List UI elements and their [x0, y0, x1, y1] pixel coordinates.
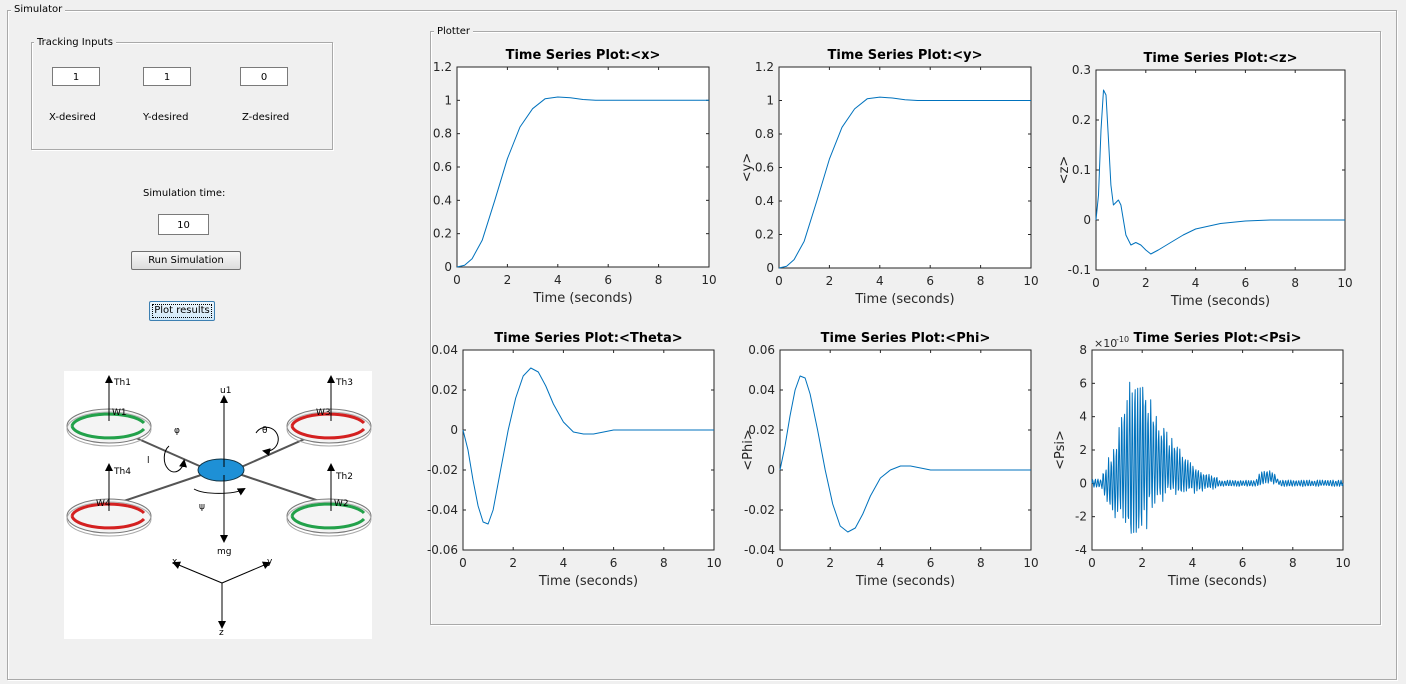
diag-label-l: l [147, 456, 150, 466]
diag-label-psi: ψ [199, 502, 205, 512]
diag-label-th4: Th4 [113, 467, 131, 477]
diag-label-th2: Th2 [335, 472, 353, 482]
diag-label-w4: W4 [96, 499, 111, 509]
tracking-inputs-title: Tracking Inputs [34, 37, 116, 49]
diag-label-z: z [219, 628, 224, 638]
quadrotor-diagram: Th1 Th3 Th4 Th2 W1 W3 W4 W2 u1 mg φ θ ψ … [64, 371, 372, 639]
diag-label-w2: W2 [334, 499, 349, 509]
rotor-w3 [286, 408, 372, 447]
plotter-panel-title: Plotter [434, 26, 474, 38]
z-desired-input[interactable]: 0 [240, 67, 288, 86]
y-desired-label: Y-desired [143, 112, 189, 123]
tracking-inputs-panel [31, 42, 333, 150]
diag-label-x: x [172, 557, 178, 567]
diag-label-w3: W3 [316, 408, 331, 418]
diag-label-mg: mg [217, 547, 231, 557]
run-simulation-button[interactable]: Run Simulation [131, 251, 241, 270]
rotor-w2 [286, 498, 372, 537]
y-desired-input[interactable]: 1 [143, 67, 191, 86]
plot-results-button[interactable]: Plot results [149, 301, 215, 321]
diag-label-w1: W1 [112, 408, 127, 418]
diag-label-phi: φ [174, 426, 180, 436]
simulator-panel [7, 10, 1397, 680]
diag-label-u1: u1 [220, 386, 231, 396]
diag-label-y: y [267, 557, 273, 567]
diag-label-th1: Th1 [113, 378, 131, 388]
simulator-panel-title: Simulator [11, 4, 66, 16]
z-desired-label: Z-desired [242, 112, 290, 123]
rotor-w1 [66, 408, 152, 447]
diag-label-th3: Th3 [335, 378, 353, 388]
simulation-time-label: Simulation time: [143, 188, 226, 199]
diag-label-theta: θ [262, 426, 268, 436]
simulation-time-input[interactable]: 10 [158, 214, 209, 235]
x-desired-label: X-desired [49, 112, 96, 123]
plotter-panel [430, 31, 1381, 625]
quadrotor-body [197, 458, 245, 482]
quadrotor-diagram-svg: Th1 Th3 Th4 Th2 W1 W3 W4 W2 u1 mg φ θ ψ … [66, 375, 372, 638]
x-desired-input[interactable]: 1 [52, 67, 100, 86]
